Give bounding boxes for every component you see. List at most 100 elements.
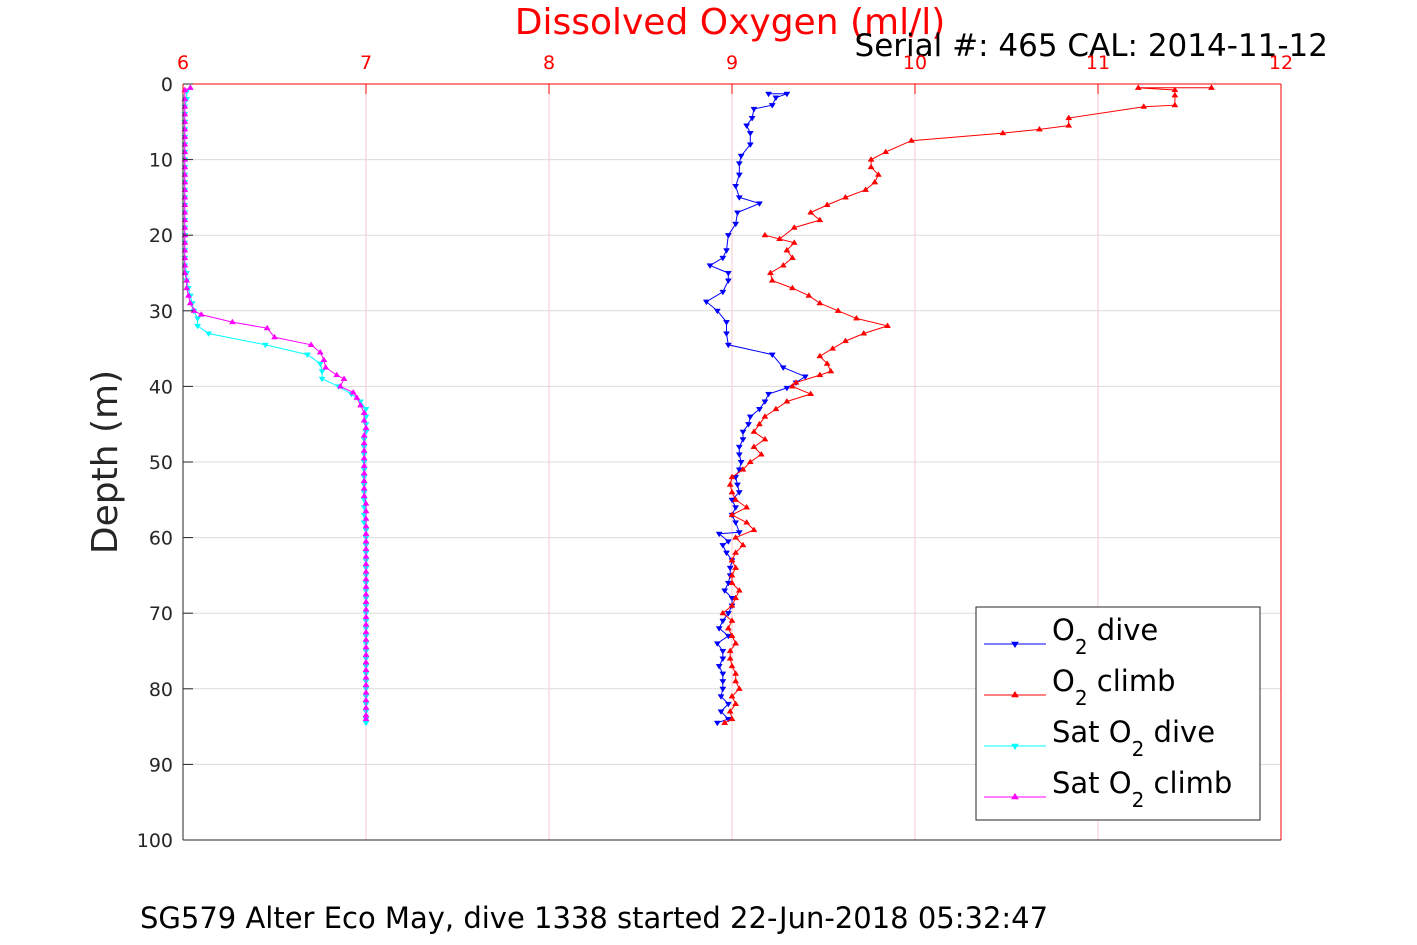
data-point bbox=[884, 322, 892, 328]
series-line bbox=[184, 91, 367, 723]
data-point bbox=[340, 375, 348, 381]
data-point bbox=[713, 720, 721, 727]
data-point bbox=[743, 519, 751, 525]
data-point bbox=[779, 365, 787, 371]
data-point bbox=[724, 624, 732, 631]
data-point bbox=[362, 715, 370, 722]
data-point bbox=[197, 311, 205, 317]
data-point bbox=[362, 560, 370, 567]
legend-label: O2 dive bbox=[1052, 613, 1158, 659]
data-point bbox=[739, 466, 747, 472]
data-point bbox=[735, 685, 743, 691]
data-point bbox=[726, 708, 734, 714]
legend-marker bbox=[1011, 793, 1019, 800]
data-point bbox=[362, 575, 370, 582]
legend-entry: O2 climb bbox=[984, 664, 1176, 710]
data-point bbox=[721, 719, 729, 725]
data-point bbox=[706, 263, 714, 269]
data-point bbox=[318, 369, 326, 375]
data-point bbox=[726, 481, 734, 487]
x-tick-label: 6 bbox=[177, 52, 189, 74]
data-point bbox=[788, 254, 796, 260]
data-point bbox=[1171, 91, 1179, 98]
data-point bbox=[852, 314, 860, 321]
data-point bbox=[362, 689, 370, 695]
data-series bbox=[181, 84, 1215, 727]
data-point bbox=[768, 103, 776, 109]
data-point bbox=[719, 609, 727, 616]
data-point bbox=[761, 231, 769, 238]
data-point bbox=[732, 677, 740, 684]
data-point bbox=[719, 255, 727, 262]
data-point bbox=[1134, 84, 1142, 90]
data-point bbox=[362, 651, 370, 657]
data-point bbox=[829, 345, 837, 351]
data-point bbox=[360, 439, 368, 446]
data-point bbox=[737, 459, 745, 466]
data-point bbox=[842, 193, 849, 200]
data-point bbox=[362, 605, 370, 612]
data-point bbox=[303, 352, 311, 359]
data-point bbox=[732, 520, 740, 526]
data-point bbox=[805, 292, 813, 298]
data-point bbox=[732, 221, 740, 228]
data-point bbox=[357, 401, 364, 408]
data-point bbox=[723, 550, 730, 557]
data-point bbox=[728, 617, 736, 623]
x-tick-label: 11 bbox=[1086, 52, 1110, 74]
data-point bbox=[190, 307, 198, 313]
data-point bbox=[728, 511, 736, 517]
legend-marker bbox=[1011, 641, 1019, 648]
data-point bbox=[755, 420, 763, 427]
data-point bbox=[735, 452, 743, 458]
data-point bbox=[719, 618, 727, 625]
data-point bbox=[728, 632, 736, 638]
data-point bbox=[867, 156, 875, 162]
data-point bbox=[761, 399, 769, 405]
data-point bbox=[183, 284, 191, 291]
x-tick-label: 12 bbox=[1269, 52, 1293, 74]
data-point bbox=[772, 95, 780, 102]
data-point bbox=[362, 553, 370, 559]
data-point bbox=[999, 129, 1007, 136]
data-point bbox=[768, 352, 776, 359]
series-3 bbox=[181, 84, 370, 722]
data-point bbox=[735, 161, 743, 167]
data-point bbox=[765, 391, 773, 398]
data-point bbox=[816, 299, 824, 306]
data-point bbox=[842, 337, 849, 344]
y-tick-label: 30 bbox=[149, 301, 173, 323]
data-point bbox=[1065, 114, 1073, 121]
y-tick-label: 20 bbox=[149, 225, 173, 247]
data-point bbox=[724, 701, 732, 708]
x-tick-label: 8 bbox=[543, 52, 555, 74]
data-point bbox=[732, 534, 740, 540]
data-point bbox=[333, 371, 341, 378]
data-point bbox=[362, 545, 370, 551]
data-point bbox=[735, 490, 743, 496]
data-point bbox=[737, 153, 745, 160]
data-point bbox=[739, 437, 747, 443]
data-point bbox=[721, 588, 729, 594]
data-point bbox=[362, 681, 370, 688]
dive-info-footer: SG579 Alter Eco May, dive 1338 started 2… bbox=[140, 901, 1048, 935]
data-point bbox=[732, 564, 740, 570]
data-point bbox=[320, 356, 328, 362]
data-point bbox=[743, 123, 751, 130]
data-point bbox=[360, 454, 368, 461]
data-point bbox=[867, 163, 875, 170]
data-point bbox=[194, 323, 202, 330]
data-point bbox=[732, 505, 740, 511]
data-point bbox=[790, 239, 798, 245]
data-point bbox=[772, 405, 780, 412]
data-point bbox=[732, 639, 740, 646]
legend-label: O2 climb bbox=[1052, 664, 1176, 710]
data-point bbox=[724, 342, 732, 349]
data-point bbox=[779, 261, 787, 268]
data-point bbox=[732, 700, 740, 706]
data-point bbox=[755, 407, 763, 413]
data-point bbox=[362, 407, 370, 413]
data-point bbox=[719, 686, 727, 693]
data-point bbox=[362, 613, 370, 620]
